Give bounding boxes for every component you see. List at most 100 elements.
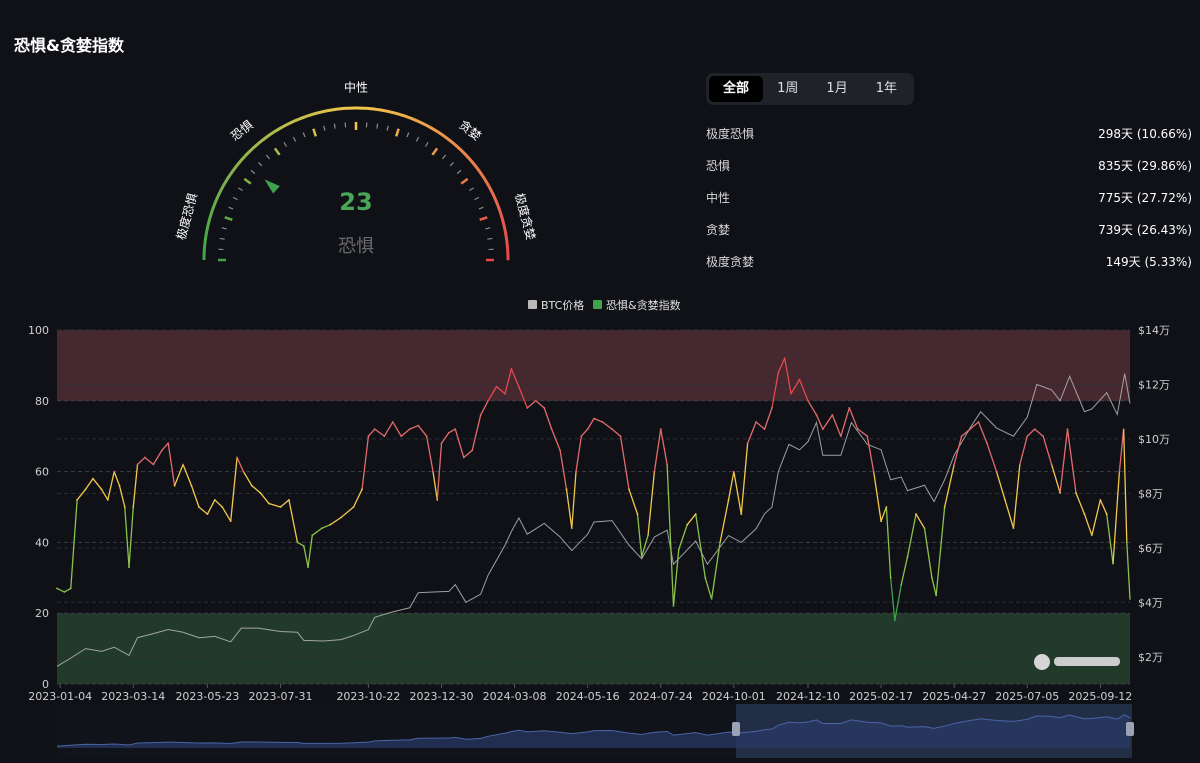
fear-greed-segment — [1112, 471, 1121, 564]
fear-greed-segment — [815, 414, 824, 430]
fear-greed-point — [677, 548, 680, 551]
fear-greed-point — [229, 520, 232, 523]
gauge-arc-segment — [290, 119, 297, 124]
gauge-arc-segment — [261, 135, 268, 142]
fear-greed-point — [440, 442, 443, 445]
fear-greed-segment — [704, 577, 713, 600]
fear-greed-point — [400, 435, 403, 438]
fear-greed-segment — [242, 471, 253, 487]
sentiment-distribution: 极度恐惧 298天 (10.66%) 恐惧 835天 (29.86%) 中性 7… — [706, 117, 1192, 277]
tab-all[interactable]: 全部 — [709, 76, 764, 102]
y-left-tick-label: 80 — [35, 395, 49, 408]
fear-greed-segment — [551, 428, 561, 451]
gauge-tick — [394, 128, 400, 137]
gauge-arc-segment — [204, 231, 209, 237]
fear-greed-point — [931, 576, 933, 579]
navigator-handle[interactable] — [1126, 722, 1134, 736]
fear-greed-point — [279, 506, 282, 508]
fear-greed-point — [1112, 562, 1114, 565]
gauge-label-fear: 恐惧 — [228, 117, 256, 144]
gauge-arc-segment — [495, 203, 501, 210]
fear-greed-segment — [831, 414, 842, 437]
fear-greed-point — [221, 506, 224, 508]
fear-greed-segment — [719, 499, 730, 543]
range-navigator[interactable] — [56, 704, 1134, 758]
fear-greed-point — [856, 428, 859, 431]
fear-greed-segment — [587, 418, 595, 430]
x-tick-label: 2025-02-17 — [849, 690, 913, 703]
gauge-arc-segment — [327, 108, 333, 113]
fear-greed-segment — [374, 428, 385, 437]
fear-greed-point — [510, 368, 513, 370]
gauge-tick — [312, 128, 318, 137]
fear-greed-point — [132, 506, 135, 508]
fear-greed-segment — [977, 421, 988, 444]
fear-greed-point — [113, 470, 116, 473]
fear-greed-point — [889, 576, 892, 579]
fear-greed-point — [732, 470, 735, 473]
gauge-arc-segment — [221, 181, 227, 188]
gauge-tick — [479, 216, 488, 222]
tab-1-month[interactable]: 1月 — [826, 81, 848, 96]
fear-greed-segment — [198, 506, 208, 515]
fear-greed-point — [339, 516, 342, 519]
distribution-value: 835天 (29.86%) — [1098, 158, 1192, 173]
y-left-tick-label: 20 — [35, 607, 49, 620]
fear-greed-point — [136, 463, 139, 466]
fear-greed-point — [259, 491, 262, 494]
distribution-label: 中性 — [706, 190, 731, 205]
legend-label[interactable]: 恐惧&贪婪指数 — [606, 298, 681, 312]
fear-greed-segment — [236, 457, 245, 472]
fear-greed-segment — [480, 400, 489, 416]
fear-greed-point — [672, 605, 675, 608]
fear-greed-segment — [504, 368, 513, 394]
fear-greed-segment — [660, 429, 668, 465]
tab-1-year[interactable]: 1年 — [875, 81, 897, 96]
x-tick-label: 2024-10-01 — [702, 690, 766, 703]
fear-greed-point — [666, 463, 669, 466]
fear-greed-point — [92, 477, 94, 480]
fear-greed-point — [771, 406, 773, 409]
gauge-arc-segment — [286, 121, 293, 126]
gauge-arc-segment — [265, 132, 272, 139]
gauge-arc-segment — [451, 141, 458, 148]
fear-greed-point — [1122, 428, 1125, 431]
gauge-label-extreme-fear: 极度恐惧 — [173, 191, 200, 241]
fear-greed-point — [383, 435, 386, 438]
gauge-tick — [221, 227, 227, 230]
fear-greed-point — [559, 449, 562, 452]
fear-greed-segment — [392, 421, 402, 437]
x-tick-label: 2023-12-30 — [410, 690, 474, 703]
fear-greed-segment — [182, 464, 193, 487]
fear-greed-point — [935, 594, 938, 597]
fear-greed-segment — [969, 421, 979, 430]
gauge-arc-segment — [474, 165, 481, 172]
fear-greed-segment — [580, 428, 589, 437]
fear-greed-segment — [454, 428, 465, 458]
fear-greed-segment — [575, 436, 582, 472]
gauge-arc-segment — [468, 158, 475, 165]
fear-greed-point — [1004, 499, 1006, 501]
navigator-handle[interactable] — [732, 722, 740, 736]
x-tick-label: 2024-05-16 — [556, 690, 620, 703]
fear-greed-segment — [1118, 429, 1125, 472]
fear-greed-point — [977, 421, 980, 423]
gauge-arc-segment — [499, 212, 504, 219]
fear-greed-point — [462, 456, 465, 459]
fear-greed-point — [267, 502, 270, 505]
fear-zone-band — [57, 613, 1130, 684]
gauge-arc-segment — [234, 161, 241, 168]
navigator-line — [56, 714, 1131, 747]
fear-greed-segment — [230, 457, 238, 522]
tab-1-week[interactable]: 1周 — [777, 81, 799, 96]
fear-greed-segment — [873, 471, 882, 522]
fear-greed-point — [872, 470, 875, 473]
gauge-arc-segment — [424, 123, 431, 129]
fear-greed-segment — [571, 471, 577, 529]
fear-greed-segment — [755, 421, 765, 430]
fear-greed-segment — [76, 488, 87, 501]
fear-greed-segment — [840, 407, 850, 437]
fear-greed-segment — [167, 443, 176, 486]
fear-greed-point — [417, 424, 420, 427]
legend-label[interactable]: BTC价格 — [541, 298, 584, 312]
